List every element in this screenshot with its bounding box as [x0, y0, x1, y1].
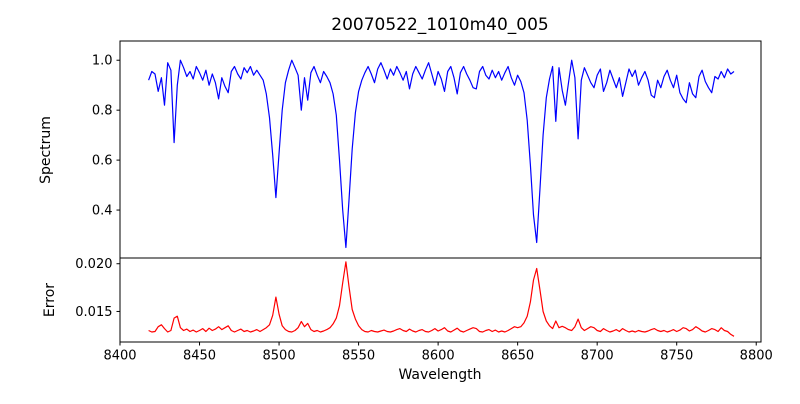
y-tick-label: 0.6: [92, 154, 113, 169]
x-tick-label: 8550: [342, 349, 375, 364]
error-frame: [119, 257, 762, 343]
spectrum-y-axis-label: Spectrum: [38, 116, 54, 184]
y-tick-label: 0.015: [75, 305, 112, 320]
x-tick-label: 8700: [581, 349, 614, 364]
x-axis-label: Wavelength: [398, 367, 481, 383]
y-tick-label: 0.8: [92, 104, 113, 119]
error-y-axis-label: Error: [42, 283, 58, 317]
error-line: [148, 261, 735, 337]
x-tick-label: 8500: [263, 349, 296, 364]
error-panel: 0.020 0.015 8400 8450 8500 8550 8600 8650 8700 87…: [75, 257, 772, 363]
spectrum-panel: 1.0 0.8 0.6 0.4: [92, 40, 762, 259]
y-tick-label: 1.0: [92, 54, 113, 69]
x-tick-label: 8600: [422, 349, 455, 364]
y-tick-label: 0.020: [75, 257, 112, 272]
chart-title: 20070522_1010m40_005: [331, 15, 548, 35]
y-tick-label: 0.4: [92, 204, 113, 219]
x-tick-label: 8750: [660, 349, 693, 364]
spectrum-line: [148, 59, 735, 249]
x-tick-label: 8450: [183, 349, 216, 364]
x-tick-label: 8800: [740, 349, 773, 364]
x-tick-label: 8400: [103, 349, 136, 364]
x-tick-label: 8650: [501, 349, 534, 364]
